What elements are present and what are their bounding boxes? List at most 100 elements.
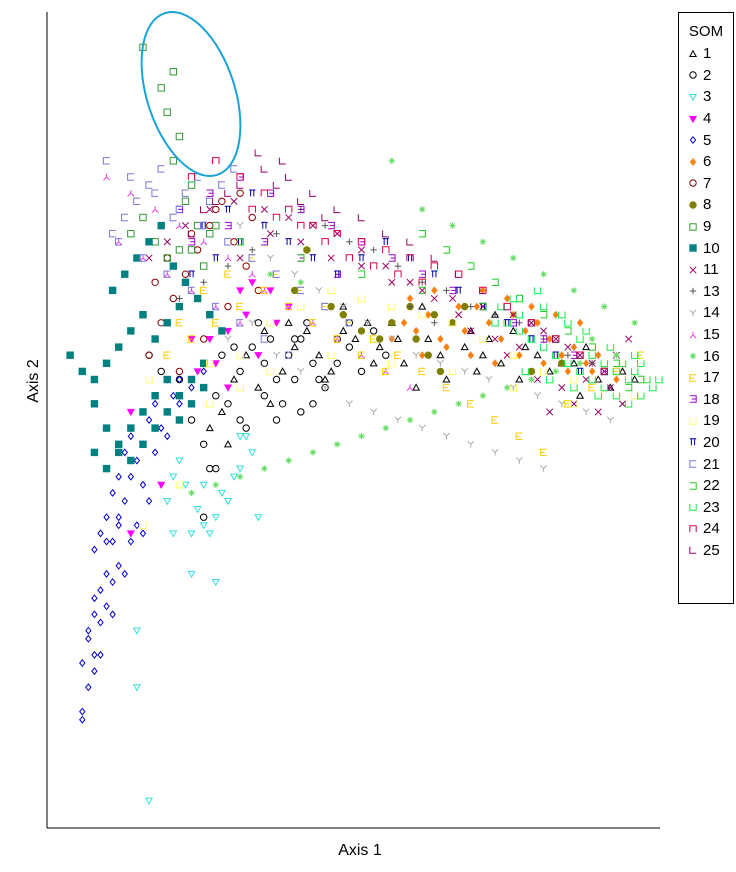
point-som-10	[102, 359, 111, 368]
point-som-24	[430, 262, 439, 270]
point-som-17	[321, 302, 329, 311]
point-som-1	[484, 334, 494, 343]
point-som-21	[230, 165, 238, 173]
point-som-24	[454, 270, 463, 278]
legend-item-15: 15	[679, 324, 733, 346]
point-som-21	[151, 189, 159, 197]
point-som-2	[303, 319, 311, 327]
point-som-19	[570, 376, 578, 384]
point-som-10	[169, 262, 178, 270]
point-som-18	[236, 173, 244, 181]
point-som-19	[206, 360, 214, 367]
point-som-16	[419, 206, 426, 213]
point-som-13	[564, 352, 572, 359]
point-som-5	[103, 602, 110, 611]
point-som-23	[655, 376, 663, 384]
point-som-8	[527, 367, 536, 376]
point-som-23	[624, 376, 633, 384]
point-som-5	[200, 367, 207, 376]
point-som-3	[181, 481, 190, 490]
point-som-11	[618, 400, 627, 408]
point-som-19	[206, 400, 214, 408]
legend-label-6: 6	[703, 153, 712, 171]
point-som-5	[145, 496, 153, 506]
point-som-25	[600, 368, 608, 376]
point-som-17	[539, 448, 547, 457]
point-som-2	[272, 375, 281, 384]
point-som-2	[309, 400, 317, 408]
point-som-17	[224, 270, 232, 278]
point-som-5	[170, 391, 177, 400]
point-som-14	[412, 351, 420, 359]
point-som-13	[176, 295, 183, 302]
point-som-6	[400, 318, 408, 327]
point-som-3	[199, 481, 208, 490]
point-som-21	[121, 213, 128, 222]
point-som-10	[139, 440, 147, 449]
point-som-11	[527, 319, 536, 327]
point-som-15	[151, 206, 159, 213]
point-som-5	[157, 424, 165, 433]
legend-item-16: 16	[679, 345, 733, 367]
point-som-17	[394, 351, 402, 359]
point-som-11	[418, 286, 426, 294]
point-som-11	[533, 375, 542, 384]
point-som-18	[419, 270, 426, 278]
point-som-3	[236, 465, 245, 473]
point-som-5	[103, 569, 110, 578]
point-som-9	[212, 221, 220, 230]
point-som-2	[297, 335, 305, 343]
point-som-2	[284, 351, 293, 359]
point-som-16	[431, 408, 438, 416]
point-som-25	[224, 190, 232, 197]
legend-marker-13	[689, 288, 697, 295]
point-som-3	[205, 530, 214, 538]
point-som-4	[223, 327, 233, 336]
point-som-7	[254, 286, 263, 295]
point-som-21	[145, 181, 153, 189]
point-som-5	[97, 618, 104, 627]
legend-item-2: 2	[679, 65, 733, 87]
point-som-2	[218, 351, 226, 359]
point-som-2	[212, 464, 220, 473]
point-som-1	[369, 359, 378, 367]
point-som-8	[339, 311, 347, 319]
legend-label-23: 23	[703, 498, 720, 516]
point-som-14	[436, 359, 444, 367]
point-som-10	[175, 416, 184, 424]
point-som-6	[491, 359, 499, 368]
point-som-17	[467, 400, 474, 408]
point-som-14	[224, 335, 232, 343]
point-som-25	[187, 230, 195, 238]
point-som-16	[588, 335, 596, 343]
point-som-21	[102, 157, 110, 165]
legend-marker-1	[688, 49, 698, 57]
legend-marker-shape-6	[689, 157, 697, 166]
point-som-2	[224, 400, 232, 408]
point-som-2	[309, 359, 317, 367]
point-som-16	[552, 368, 559, 375]
legend-label-4: 4	[703, 110, 712, 128]
point-som-5	[133, 456, 141, 465]
point-som-1	[478, 350, 487, 359]
point-som-7	[151, 278, 159, 286]
point-som-10	[163, 319, 171, 327]
point-som-13	[273, 230, 280, 237]
point-som-17	[309, 319, 317, 327]
point-som-2	[260, 392, 269, 400]
point-som-19	[630, 392, 639, 400]
point-som-5	[121, 496, 128, 506]
point-som-20	[188, 270, 195, 278]
point-som-10	[157, 221, 165, 230]
point-som-25	[357, 214, 365, 222]
legend-marker-4	[688, 115, 698, 123]
point-som-21	[260, 335, 268, 343]
point-som-22	[297, 254, 305, 262]
point-som-10	[127, 424, 135, 432]
point-som-14	[509, 384, 517, 391]
x-axis-title: Axis 1	[338, 842, 382, 859]
point-som-8	[327, 302, 335, 311]
legend-label-5: 5	[703, 131, 712, 149]
point-som-16	[236, 473, 244, 480]
point-som-10	[90, 400, 99, 408]
